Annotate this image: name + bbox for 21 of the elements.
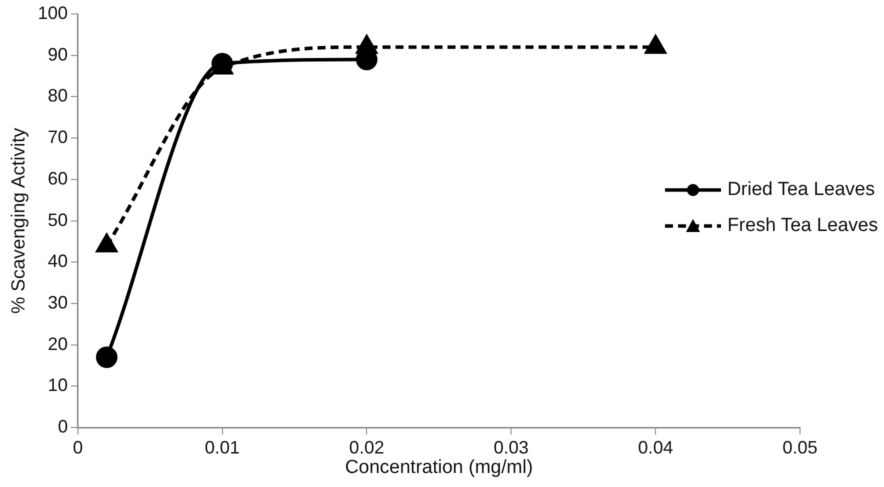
- y-tick-label: 0: [58, 416, 68, 437]
- x-axis-title: Concentration (mg/ml): [344, 456, 533, 478]
- x-tick-label: 0.02: [349, 437, 384, 458]
- y-tick-label: 40: [48, 251, 68, 272]
- y-tick-label: 80: [48, 86, 68, 106]
- y-tick-label: 60: [48, 168, 68, 188]
- y-tick-label: 10: [48, 375, 68, 396]
- legend-label: Fresh Tea Leaves: [727, 215, 878, 237]
- y-tick-label: 30: [48, 292, 68, 312]
- y-tick-label: 70: [48, 127, 68, 148]
- x-tick-label: 0.04: [638, 437, 674, 458]
- y-tick-label: 50: [48, 210, 68, 230]
- x-tick-label: 0: [72, 437, 83, 458]
- y-tick-label: 90: [48, 44, 68, 64]
- y-tick-label: 100: [38, 2, 68, 23]
- y-axis-title: % Scavenging Activity: [8, 127, 30, 314]
- y-tick-label: 20: [48, 334, 68, 354]
- x-tick-label: 0.03: [494, 437, 529, 458]
- x-tick-label: 0.01: [204, 437, 240, 458]
- legend-label: Dried Tea Leaves: [727, 179, 875, 201]
- x-tick-label: 0.05: [782, 437, 818, 458]
